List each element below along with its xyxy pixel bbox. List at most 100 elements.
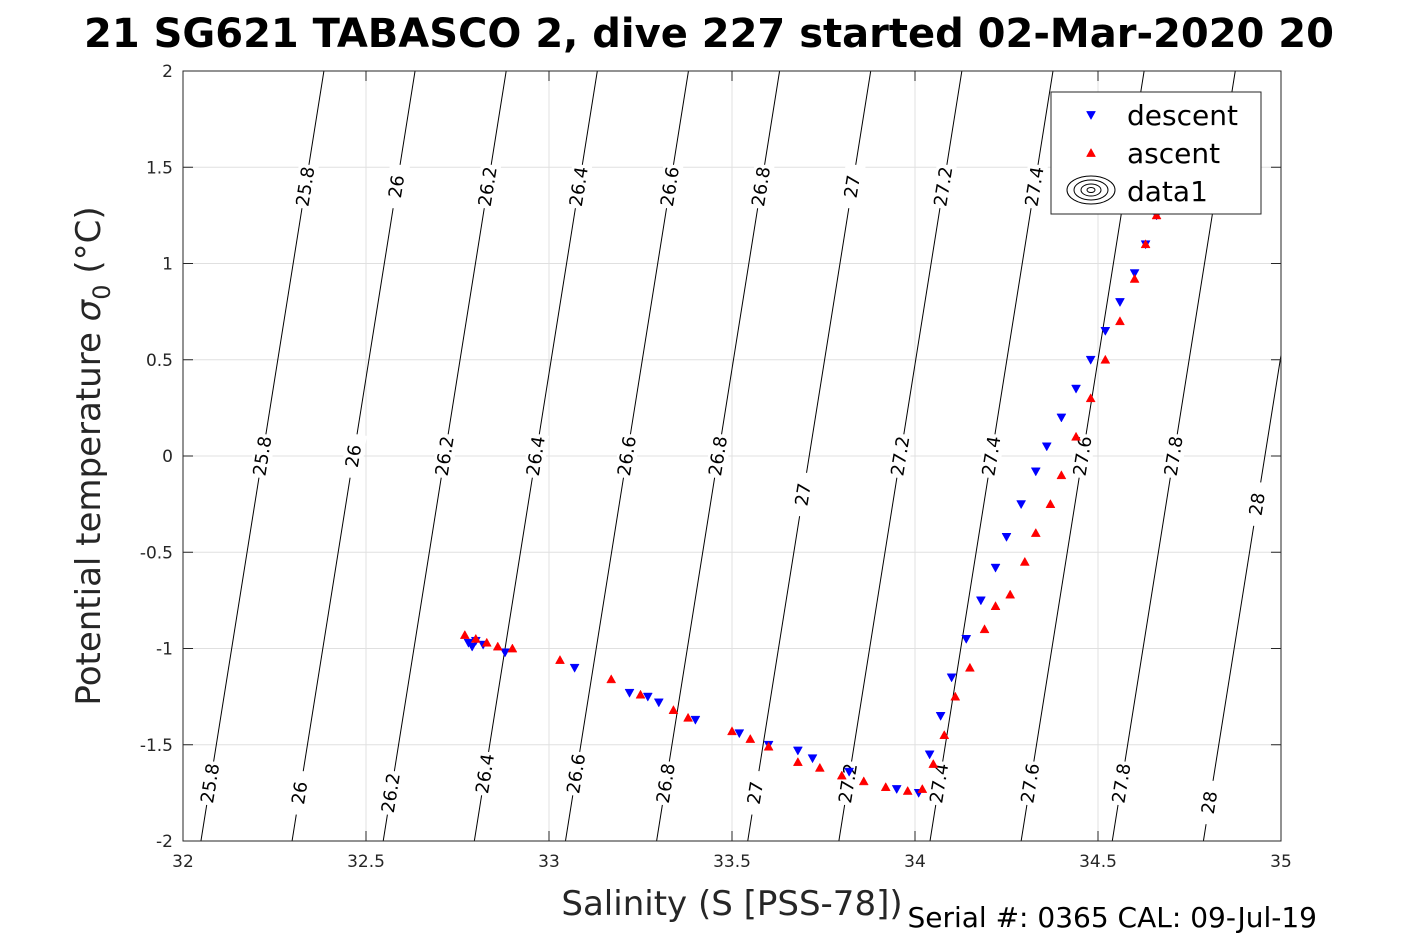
x-axis-label: Salinity (S [PSS-78]): [561, 884, 902, 924]
descent-point: [1115, 298, 1125, 308]
ascent-point: [880, 782, 891, 791]
contour-label: 28: [1198, 790, 1222, 816]
contour-label-bg: [925, 759, 953, 807]
legend-contour-ring: [1080, 183, 1102, 197]
ascent-point: [1151, 210, 1162, 220]
contour-label-group: 27: [838, 163, 866, 210]
contour-label-bg: [340, 432, 367, 480]
contour-label: 28: [1293, 193, 1317, 219]
ascent-point: [507, 643, 518, 653]
contour-label-group: 26.6: [613, 432, 641, 480]
contour-label-bg: [286, 769, 314, 817]
legend-descent-marker: [1086, 111, 1096, 121]
contour-label-bg: [1108, 759, 1135, 807]
legend-data1-contour-icon: [1066, 175, 1116, 205]
descent-point: [1001, 533, 1012, 542]
descent-point: [844, 767, 855, 777]
descent-point: [924, 750, 935, 760]
contour-label-bg: [522, 432, 550, 480]
ascent-point: [481, 637, 492, 647]
y-axis-label: Potential temperature σ0 (°C): [69, 206, 116, 705]
chart-title: 21 SG621 TABASCO 2, dive 227 started 02-…: [84, 11, 1334, 57]
contour-label-group: 27: [742, 769, 769, 817]
ascent-point: [1129, 273, 1140, 283]
contour-label-bg: [431, 432, 459, 480]
contour-label-bg: [565, 163, 593, 210]
y-axis-label-sigma: σ: [69, 298, 109, 321]
contour-label-bg: [789, 471, 817, 518]
contour-label-bg: [747, 163, 775, 210]
descent-point: [1085, 355, 1096, 365]
ascent-point: [1030, 527, 1041, 537]
contour-label-bg: [930, 163, 957, 210]
ascent-point: [1071, 431, 1081, 441]
contour-label-group: 27.6: [1069, 432, 1097, 480]
y-tick-label: -2: [156, 832, 173, 852]
contour-label: 27: [744, 780, 768, 806]
ascent-point: [1100, 354, 1111, 364]
contour-label-group: 26.8: [652, 759, 680, 807]
contour-label-group: 26.2: [431, 432, 459, 480]
contour-label-bg: [838, 163, 866, 210]
descent-point: [1056, 413, 1067, 423]
series-ascent: [459, 210, 1162, 795]
x-tick-label: 33: [538, 852, 560, 872]
contour-label-bg: [1017, 759, 1044, 807]
legend-label-ascent: ascent: [1127, 137, 1220, 170]
legend: descent ascent data1: [1050, 91, 1262, 215]
contour-label-bg: [742, 769, 769, 817]
contour-label-bg: [1160, 432, 1188, 480]
ascent-point: [792, 757, 803, 766]
ascent-point: [1115, 316, 1125, 326]
contour-label: 27: [841, 174, 865, 200]
contour-label-group: 25.8: [249, 432, 276, 480]
y-tick-label: -1: [156, 640, 173, 660]
descent-point: [642, 692, 653, 702]
contour-label-group: 26: [383, 163, 410, 210]
contour-label-bg: [887, 432, 914, 480]
contour-label-group: 28: [1196, 779, 1223, 826]
contour-label-group: 27.4: [978, 432, 1006, 480]
ascent-point: [763, 741, 774, 751]
descent-point: [807, 754, 818, 764]
ascent-point: [917, 784, 928, 793]
ascent-point: [492, 641, 503, 651]
descent-point: [990, 563, 1001, 573]
ascent-point: [836, 770, 847, 780]
ascent-point: [950, 691, 961, 701]
legend-contour-ring: [1086, 187, 1096, 193]
contour-label: 26: [342, 443, 366, 469]
contour-label-bg: [1292, 182, 1319, 229]
ascent-point: [668, 705, 679, 714]
descent-point: [1071, 384, 1081, 394]
descent-point: [1041, 442, 1052, 452]
descent-point: [500, 648, 511, 658]
descent-point: [690, 715, 701, 725]
contour-label-group: 26.6: [562, 750, 590, 797]
contour-label-bg: [562, 750, 590, 797]
contour-label-group: 26: [340, 432, 367, 480]
contour-label-bg: [704, 432, 732, 480]
legend-label-data1: data1: [1127, 175, 1208, 208]
legend-label-descent: descent: [1127, 99, 1238, 132]
descent-point: [792, 746, 803, 756]
contour-label-bg: [474, 163, 502, 210]
contour-label-bg: [1196, 779, 1223, 826]
contour-label-group: 26.8: [704, 432, 732, 480]
y-tick-label: 1.5: [146, 158, 173, 178]
y-tick-label: 1: [162, 255, 173, 275]
descent-point: [734, 729, 745, 739]
contour-label-group: 28: [1292, 182, 1320, 229]
ascent-point: [964, 662, 975, 672]
y-tick-label: 2: [162, 62, 173, 82]
ascent-point: [1005, 589, 1016, 599]
descent-point: [975, 596, 986, 606]
descent-point: [467, 642, 478, 652]
footer-serial-cal: Serial #: 0365 CAL: 09-Jul-19: [907, 901, 1317, 934]
x-tick-label: 33.5: [713, 852, 751, 872]
x-tick-label: 34: [904, 852, 926, 872]
contour-label-group: 27: [789, 471, 817, 518]
y-tick-label: -0.5: [140, 543, 173, 563]
contour-label-bg: [652, 759, 680, 807]
ascent-point: [1140, 239, 1151, 249]
